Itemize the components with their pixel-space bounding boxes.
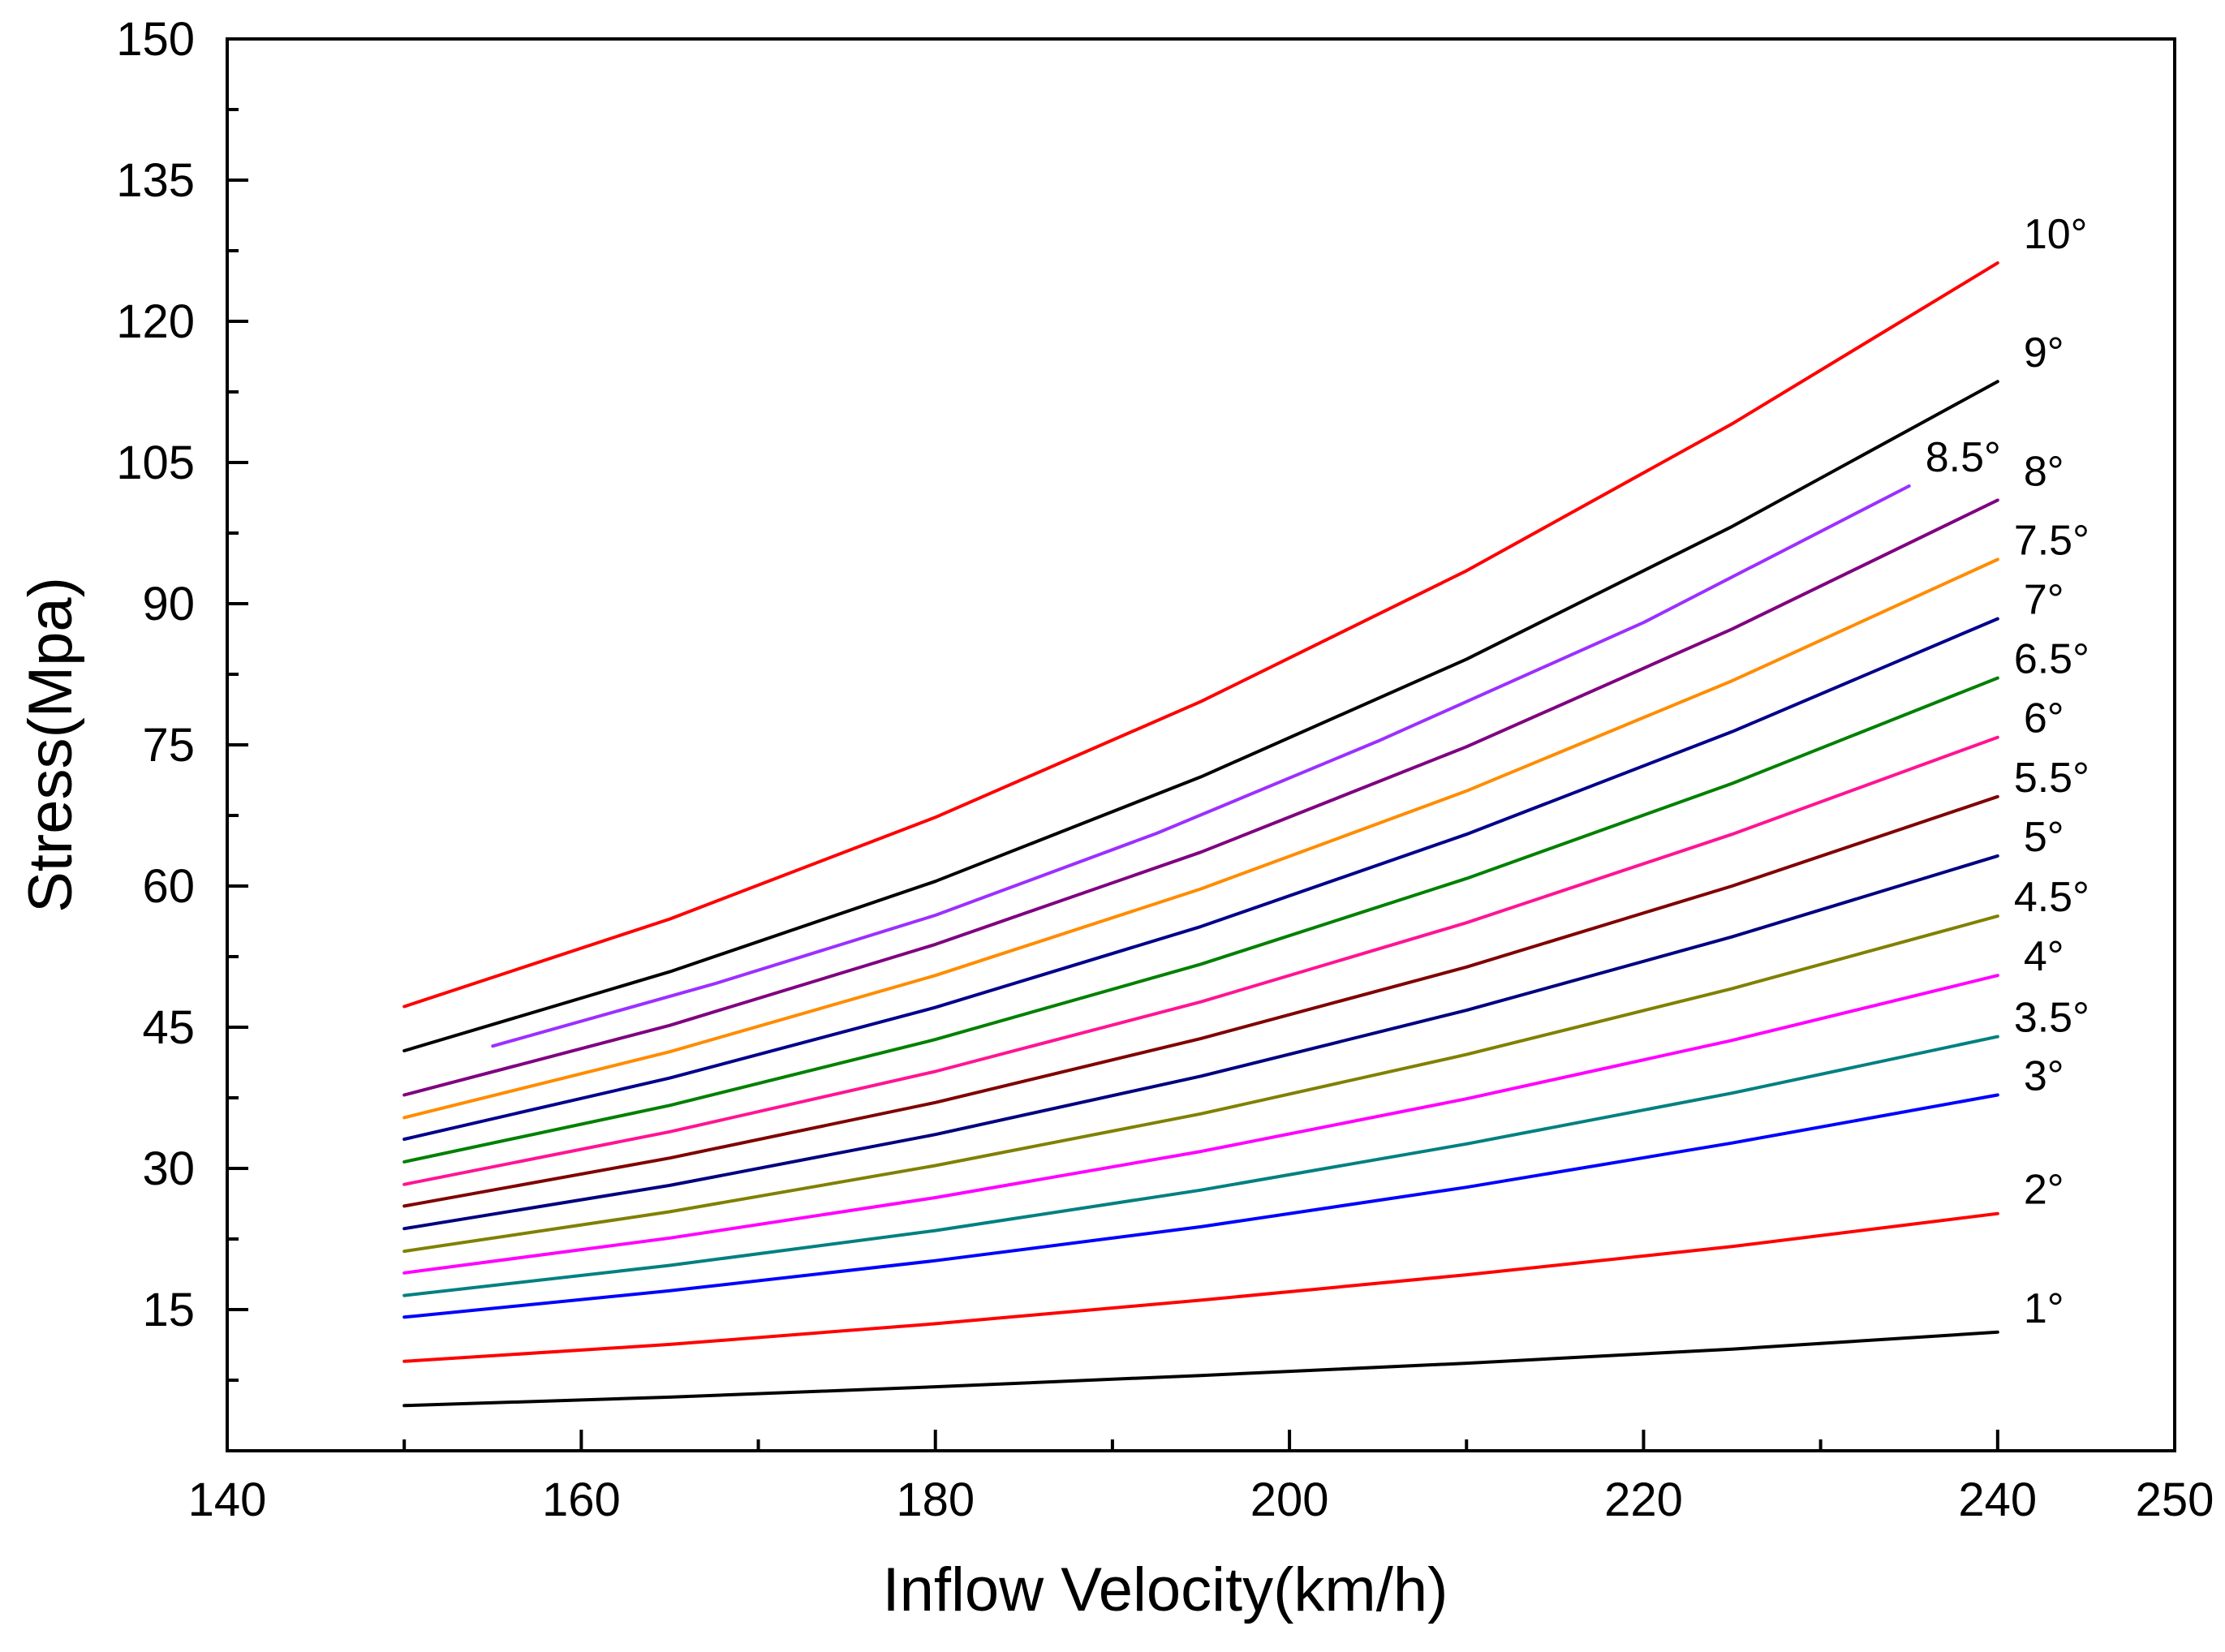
series-label: 7° [2024, 577, 2064, 624]
series-line [402, 914, 1999, 1254]
x-tick-label: 180 [896, 1473, 975, 1526]
y-tick-label: 105 [116, 437, 195, 489]
x-tick-label: 160 [542, 1473, 621, 1526]
y-tick-label: 90 [142, 578, 195, 630]
y-axis-title: Stress(Mpa) [16, 577, 85, 913]
series-layer [402, 261, 1999, 1408]
y-tick-label: 135 [116, 154, 195, 207]
series-label: 1° [2024, 1285, 2064, 1332]
y-tick-label: 30 [142, 1142, 195, 1195]
series-label: 5° [2024, 814, 2064, 861]
x-tick-label: 250 [2136, 1473, 2214, 1526]
x-axis-title: Inflow Velocity(km/h) [883, 1555, 1448, 1624]
y-tick-label: 120 [116, 295, 195, 348]
series-label: 3° [2024, 1053, 2064, 1100]
series-label: 7.5° [2014, 517, 2089, 564]
series-label: 5.5° [2014, 755, 2089, 802]
series-label: 6.5° [2014, 636, 2089, 683]
series-line [402, 1035, 1999, 1297]
y-tick-label: 15 [142, 1284, 195, 1336]
series-line [402, 974, 1999, 1275]
x-tick-label: 140 [188, 1473, 267, 1526]
y-tick-label: 75 [142, 719, 195, 772]
series-label: 9° [2024, 329, 2064, 376]
series-label-layer: 1° 2° 3° 3.5° 4° 4.5° 5° 5.5° 6° 6.5° 7° 7.5° 8° 8.5°… [1926, 211, 2089, 1332]
x-tick-label: 220 [1604, 1473, 1683, 1526]
axis-layer: 140 160 180 200 220 240 250 15 30 45 60 75 90 105 120 1… [116, 13, 2214, 1526]
series-line [402, 557, 1999, 1120]
series-line [402, 1330, 1999, 1408]
series-line [402, 794, 1999, 1208]
y-tick-label: 60 [142, 860, 195, 913]
y-tick-label: 45 [142, 1001, 195, 1054]
series-label: 8° [2024, 448, 2064, 495]
y-tick-label: 150 [116, 13, 195, 66]
series-line [402, 854, 1999, 1231]
series-line [402, 498, 1999, 1097]
series-line [402, 261, 1999, 1009]
x-tick-label: 240 [1958, 1473, 2037, 1526]
series-line [402, 617, 1999, 1141]
x-tick-label: 200 [1250, 1473, 1329, 1526]
series-label: 4.5° [2014, 874, 2089, 921]
series-label: 3.5° [2014, 995, 2089, 1042]
series-label: 10° [2024, 211, 2088, 258]
series-label: 8.5° [1926, 434, 2001, 481]
series-label: 6° [2024, 695, 2064, 742]
series-line [402, 1093, 1999, 1319]
series-line [402, 676, 1999, 1164]
series-line [402, 735, 1999, 1186]
series-label: 4° [2024, 933, 2064, 980]
series-line [402, 380, 1999, 1052]
series-label: 2° [2024, 1167, 2064, 1214]
series-line [491, 484, 1911, 1048]
series-line [402, 1211, 1999, 1363]
